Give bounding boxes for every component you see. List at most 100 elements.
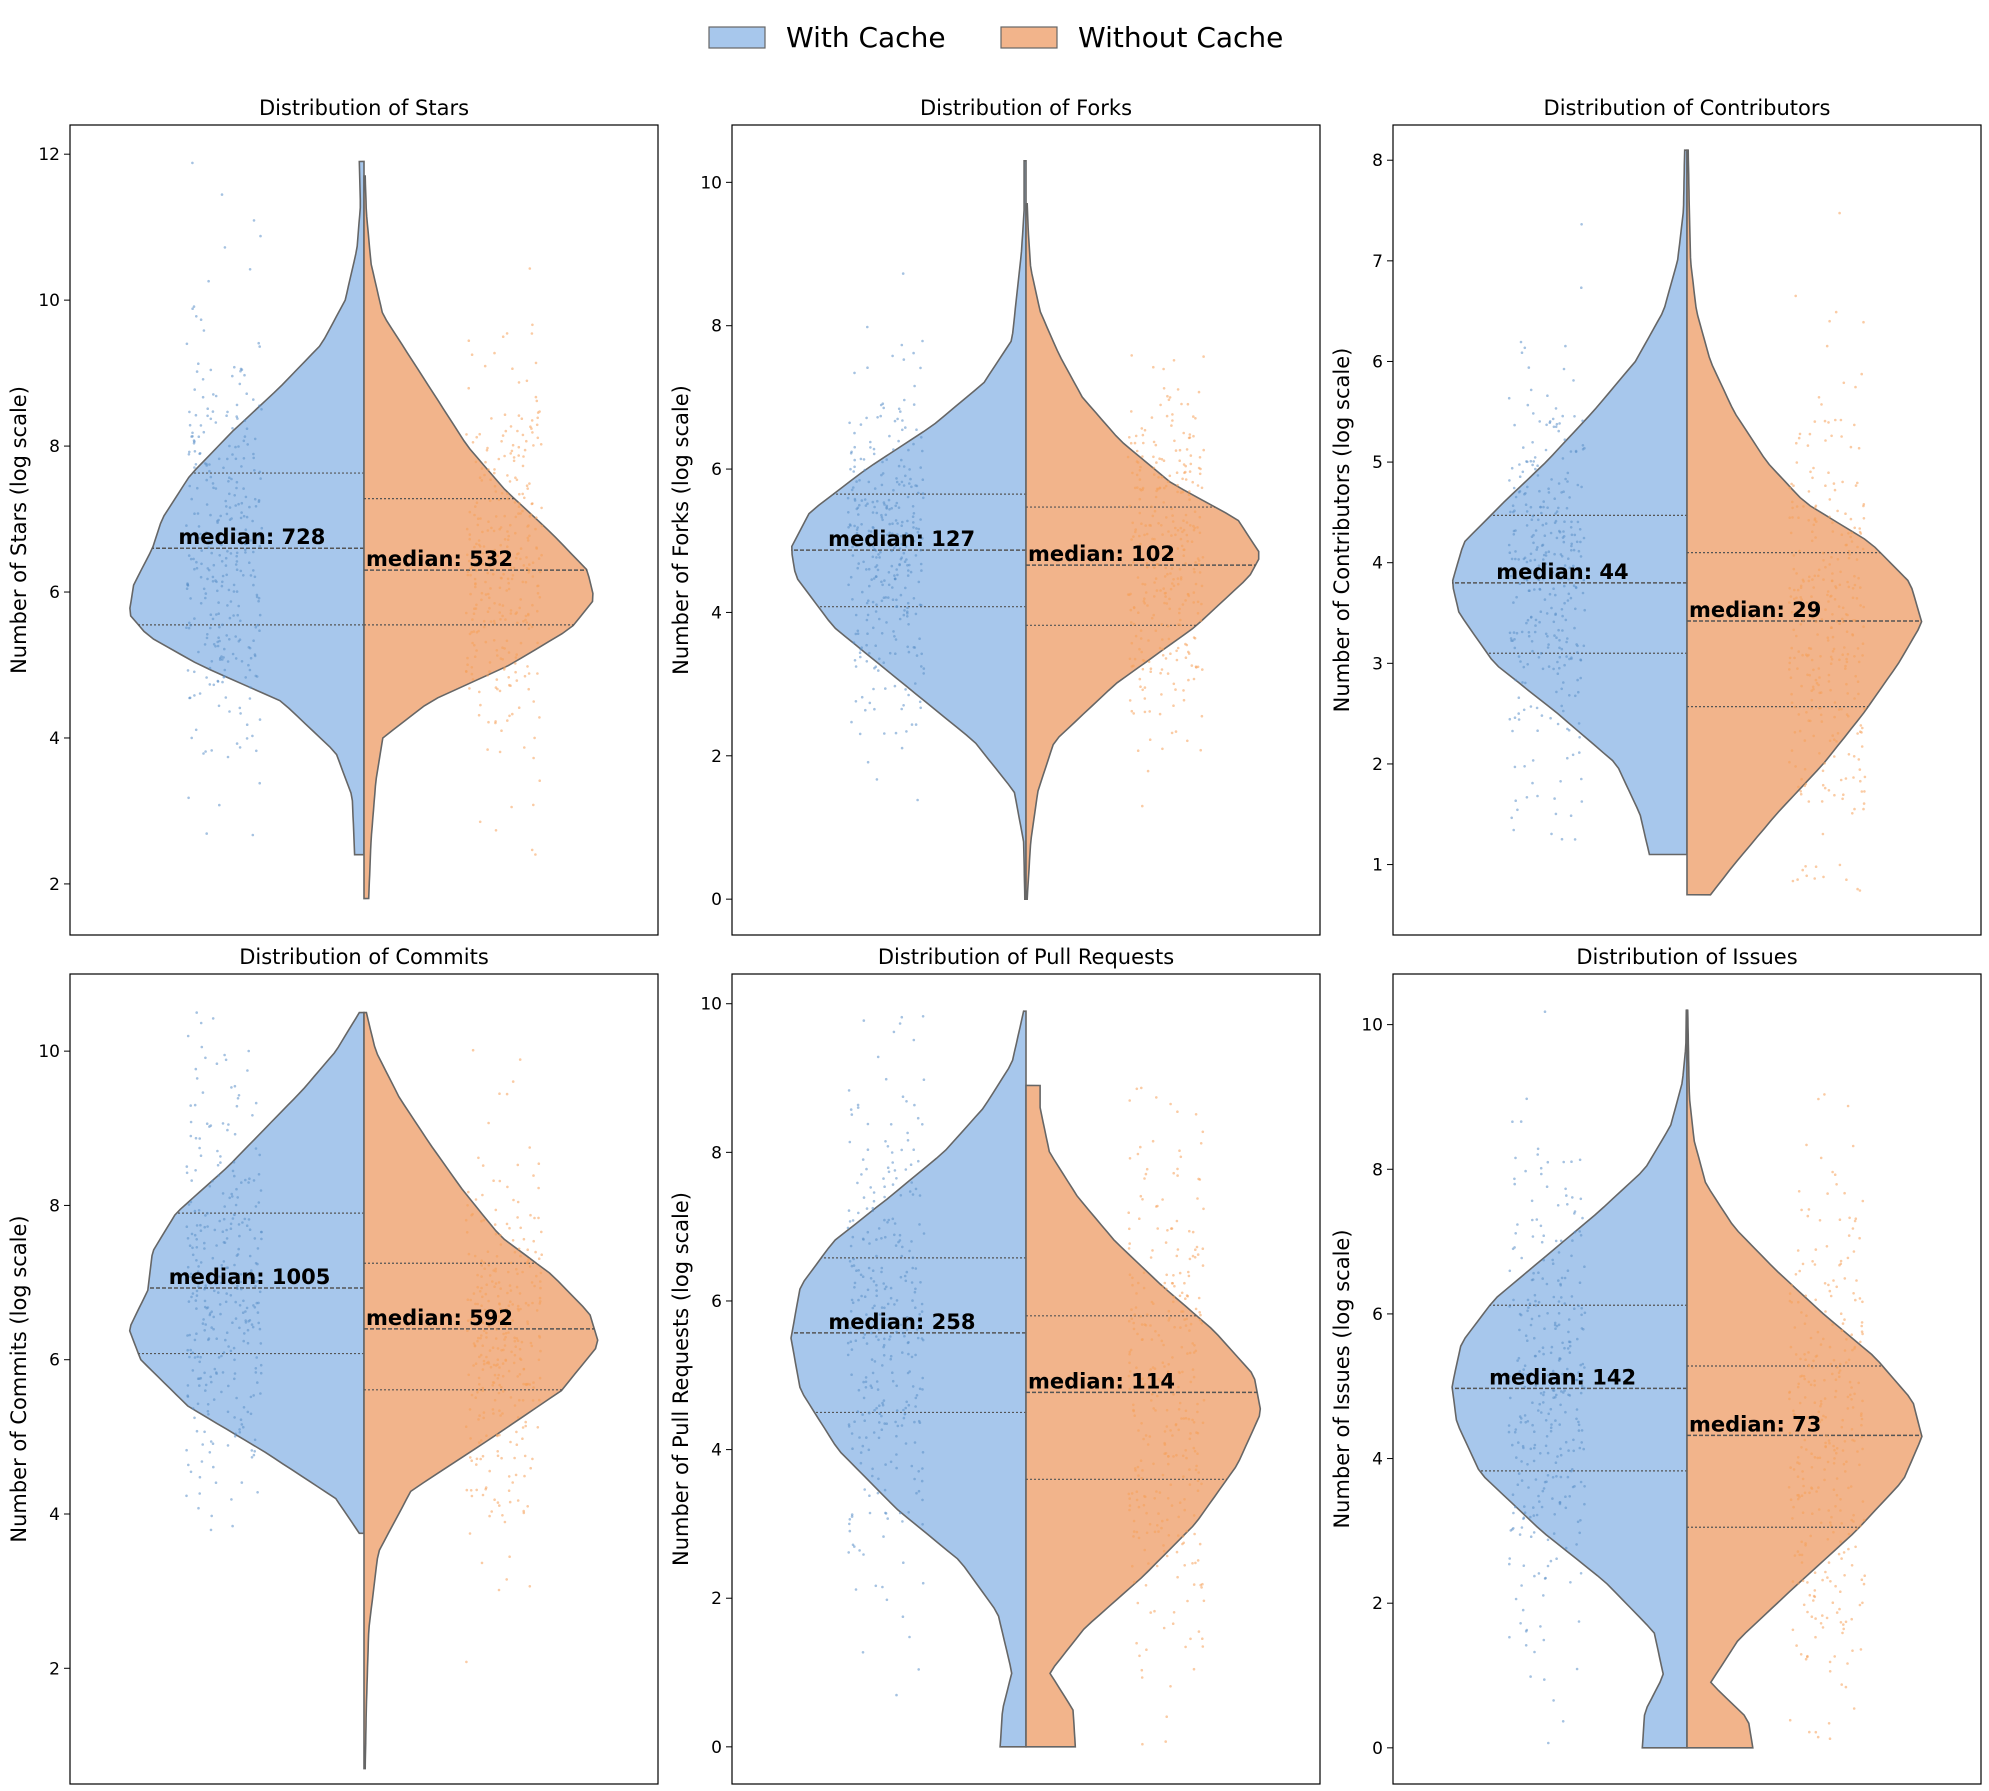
strip-point: [479, 1353, 483, 1357]
strip-point: [872, 626, 875, 630]
strip-point: [857, 1319, 861, 1322]
strip-point: [914, 1287, 917, 1291]
strip-point: [1543, 534, 1547, 537]
strip-point: [1509, 1396, 1512, 1400]
strip-point: [1582, 578, 1586, 582]
strip-point: [1189, 1432, 1192, 1435]
strip-point: [476, 1285, 480, 1289]
strip-point: [1839, 1312, 1843, 1315]
strip-point: [195, 1429, 199, 1433]
strip-point: [1157, 1334, 1161, 1337]
strip-point: [1175, 1219, 1179, 1223]
strip-point: [1201, 1247, 1205, 1250]
strip-point: [900, 542, 903, 546]
strip-point: [496, 1454, 500, 1458]
strip-point: [1188, 436, 1192, 439]
strip-point: [221, 1192, 225, 1195]
y-tick-label: 4: [1372, 554, 1383, 574]
strip-point: [866, 1148, 870, 1151]
strip-point: [1794, 1353, 1798, 1356]
strip-point: [229, 1349, 233, 1353]
strip-point: [494, 1364, 498, 1367]
strip-point: [864, 708, 867, 712]
strip-point: [877, 1477, 880, 1481]
strip-point: [1131, 521, 1134, 525]
strip-point: [531, 561, 535, 564]
strip-point: [515, 679, 519, 682]
strip-point: [1530, 1278, 1534, 1282]
strip-point: [186, 1348, 189, 1352]
strip-point: [1169, 555, 1172, 558]
strip-point: [252, 398, 255, 401]
strip-point: [473, 1344, 477, 1347]
strip-point: [229, 1227, 233, 1230]
strip-point: [231, 1217, 235, 1220]
strip-point: [1151, 514, 1155, 518]
strip-point: [508, 1500, 512, 1504]
strip-point: [1509, 510, 1512, 514]
strip-point: [260, 1237, 263, 1241]
strip-point: [188, 484, 191, 488]
strip-point: [492, 639, 496, 642]
strip-point: [519, 1254, 522, 1258]
strip-point: [1564, 1506, 1568, 1510]
strip-point: [515, 1285, 519, 1289]
strip-point: [1512, 1511, 1515, 1515]
strip-point: [1539, 1224, 1543, 1228]
strip-point: [193, 1356, 197, 1359]
strip-point: [917, 1489, 921, 1493]
strip-point: [1817, 1097, 1820, 1101]
strip-point: [1183, 1498, 1186, 1501]
strip-point: [1176, 483, 1179, 487]
strip-point: [497, 457, 501, 461]
strip-point: [1559, 553, 1563, 556]
strip-point: [1796, 1497, 1800, 1501]
strip-point: [847, 1209, 851, 1212]
strip-point: [259, 1392, 262, 1395]
strip-point: [893, 1233, 896, 1237]
strip-point: [1862, 503, 1866, 506]
strip-point: [1837, 605, 1841, 608]
strip-point: [871, 1209, 874, 1212]
strip-point: [1186, 540, 1189, 543]
strip-point: [1793, 588, 1796, 592]
strip-point: [215, 1337, 218, 1340]
strip-point: [1843, 1349, 1847, 1352]
strip-point: [244, 1178, 247, 1182]
strip-point: [1182, 554, 1185, 557]
strip-point: [1555, 1324, 1559, 1328]
strip-point: [218, 1275, 221, 1278]
strip-point: [868, 1242, 871, 1245]
strip-point: [466, 553, 469, 557]
strip-point: [512, 1198, 515, 1202]
strip-point: [508, 1555, 511, 1558]
strip-point: [1137, 611, 1140, 614]
strip-point: [1789, 1345, 1793, 1349]
strip-point: [1147, 660, 1151, 664]
strip-point: [1828, 739, 1832, 743]
strip-point: [921, 339, 924, 343]
strip-point: [1805, 1143, 1808, 1147]
strip-point: [218, 1219, 221, 1223]
strip-point: [190, 1232, 194, 1236]
strip-point: [1859, 1340, 1862, 1344]
strip-point: [1839, 418, 1843, 422]
strip-point: [234, 1300, 237, 1304]
strip-point: [1839, 570, 1842, 574]
strip-point: [1801, 653, 1804, 657]
strip-point: [1799, 623, 1803, 626]
strip-point: [518, 1292, 522, 1295]
strip-point: [904, 1279, 908, 1283]
strip-point: [1813, 518, 1817, 522]
strip-point: [254, 505, 258, 508]
strip-point: [1568, 566, 1572, 570]
strip-point: [1181, 530, 1184, 534]
strip-point: [1851, 812, 1854, 815]
strip-point: [915, 1394, 919, 1397]
strip-point: [1139, 637, 1143, 640]
strip-point: [865, 660, 869, 663]
strip-point: [850, 1432, 854, 1435]
strip-point: [881, 518, 884, 522]
strip-point: [1128, 1242, 1131, 1245]
strip-point: [1803, 1396, 1807, 1399]
